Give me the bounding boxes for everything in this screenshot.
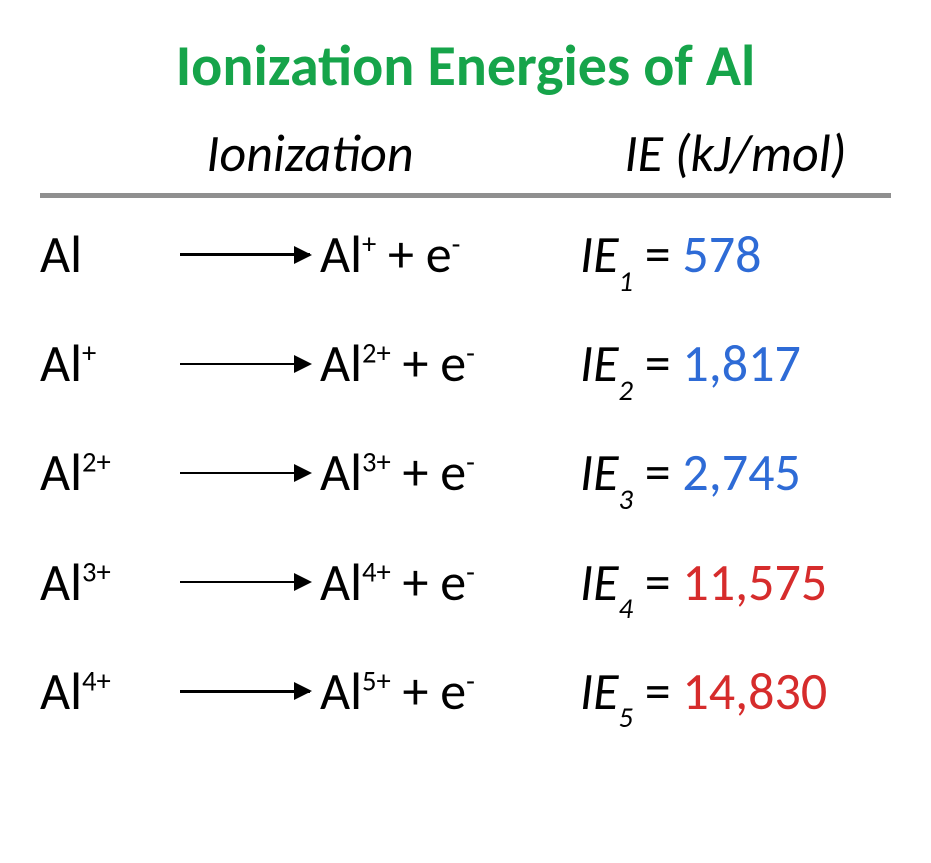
table-row: Al4+ Al5+ + e-IE5 = 14,830 [40, 663, 891, 720]
reaction-arrow-icon [170, 363, 320, 366]
reaction-arrow-icon [170, 690, 320, 693]
ie-value-cell: IE5 = 14,830 [580, 663, 891, 720]
table-row: Al+ Al2+ + e-IE2 = 1,817 [40, 335, 891, 392]
title-text: Ionization Energies of Al [176, 30, 756, 101]
table-row: Al2+ Al3+ + e-IE3 = 2,745 [40, 444, 891, 501]
product-species: Al+ + e- [320, 226, 580, 283]
product-species: Al5+ + e- [320, 663, 580, 720]
reactant-species: Al3+ [40, 554, 170, 611]
reactant-species: Al [40, 226, 170, 283]
ie-value-cell: IE3 = 2,745 [580, 444, 891, 501]
ie-value-cell: IE1 = 578 [580, 226, 891, 283]
ie-label: IE2 [580, 331, 633, 395]
product-species: Al4+ + e- [320, 554, 580, 611]
ie-label: IE3 [580, 440, 633, 504]
ie-value-cell: IE4 = 11,575 [580, 554, 891, 611]
ie-value: 14,830 [682, 659, 827, 723]
ie-label: IE5 [580, 659, 633, 723]
ie-value-cell: IE2 = 1,817 [580, 335, 891, 392]
reaction-arrow-icon [170, 253, 320, 256]
reactant-species: Al4+ [40, 663, 170, 720]
ie-value: 11,575 [682, 550, 827, 614]
reactant-species: Al2+ [40, 444, 170, 501]
reaction-arrow-icon [170, 581, 320, 584]
ie-label: IE1 [580, 222, 633, 286]
table-row: Al Al+ + e-IE1 = 578 [40, 226, 891, 283]
ionization-table: Al Al+ + e-IE1 = 578 Al+ Al2+ + e-IE2 = 1,8… [40, 226, 891, 720]
reactant-species: Al+ [40, 335, 170, 392]
header-ionization: Ionization [40, 121, 580, 185]
ie-value: 1,817 [682, 331, 800, 395]
ie-label: IE4 [580, 550, 633, 614]
ie-value: 2,745 [682, 440, 800, 504]
header-ie: IE (kJ/mol) [580, 121, 891, 185]
header-divider [40, 193, 891, 198]
ie-value: 578 [682, 222, 761, 286]
product-species: Al2+ + e- [320, 335, 580, 392]
page-title: Ionization Energies of Al [40, 30, 891, 101]
table-row: Al3+ Al4+ + e-IE4 = 11,575 [40, 554, 891, 611]
reaction-arrow-icon [170, 472, 320, 475]
column-headers: Ionization IE (kJ/mol) [40, 121, 891, 185]
product-species: Al3+ + e- [320, 444, 580, 501]
